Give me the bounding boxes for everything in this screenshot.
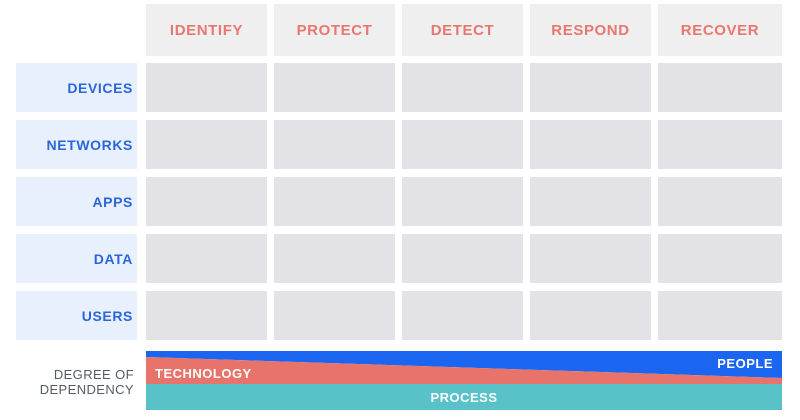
row-header-users: USERS (16, 291, 137, 340)
people-label: PEOPLE (717, 356, 773, 371)
dependency-bar: PEOPLE TECHNOLOGY PROCESS (146, 351, 782, 410)
process-band (146, 384, 782, 410)
column-header-protect: PROTECT (274, 4, 395, 56)
row-header-apps: APPS (16, 177, 137, 226)
column-header-respond: RESPOND (530, 4, 651, 56)
cell-apps-detect (402, 177, 523, 226)
degree-of-dependency-label: DEGREE OF DEPENDENCY (16, 367, 134, 397)
cell-networks-respond (530, 120, 651, 169)
row-header-networks: NETWORKS (16, 120, 137, 169)
cell-apps-respond (530, 177, 651, 226)
cell-data-detect (402, 234, 523, 283)
dependency-label-line1: DEGREE OF (53, 367, 134, 382)
cell-devices-respond (530, 63, 651, 112)
process-label: PROCESS (430, 390, 497, 405)
column-header-identify: IDENTIFY (146, 4, 267, 56)
cell-users-detect (402, 291, 523, 340)
cell-data-identify (146, 234, 267, 283)
cell-users-protect (274, 291, 395, 340)
people-band (146, 351, 782, 378)
technology-label: TECHNOLOGY (155, 366, 252, 381)
row-header-devices: DEVICES (16, 63, 137, 112)
cell-devices-detect (402, 63, 523, 112)
column-header-detect: DETECT (402, 4, 523, 56)
dependency-label-line2: DEPENDENCY (39, 382, 134, 397)
cell-networks-identify (146, 120, 267, 169)
cell-users-identify (146, 291, 267, 340)
cell-devices-identify (146, 63, 267, 112)
cell-data-recover (658, 234, 782, 283)
cell-data-respond (530, 234, 651, 283)
row-header-data: DATA (16, 234, 137, 283)
cell-apps-protect (274, 177, 395, 226)
cell-apps-identify (146, 177, 267, 226)
column-header-recover: RECOVER (658, 4, 782, 56)
cell-users-recover (658, 291, 782, 340)
cell-devices-recover (658, 63, 782, 112)
cell-users-respond (530, 291, 651, 340)
cell-networks-protect (274, 120, 395, 169)
cell-networks-recover (658, 120, 782, 169)
cell-apps-recover (658, 177, 782, 226)
cell-data-protect (274, 234, 395, 283)
cell-devices-protect (274, 63, 395, 112)
cell-networks-detect (402, 120, 523, 169)
technology-band (146, 357, 782, 384)
